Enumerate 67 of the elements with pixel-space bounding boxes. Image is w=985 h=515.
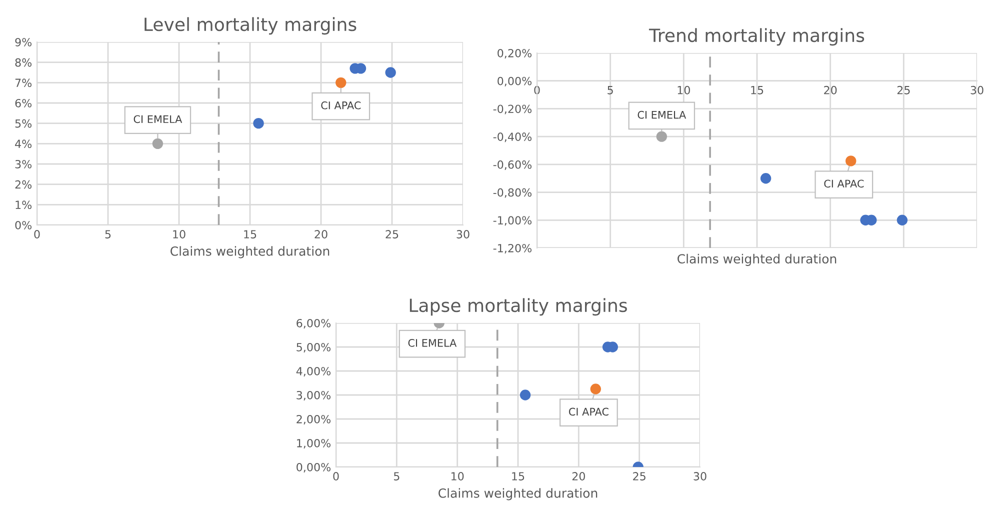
point	[336, 77, 346, 88]
x-tick-label: 25	[897, 86, 910, 94]
point	[253, 118, 264, 129]
y-tick-label: 6%	[15, 98, 32, 108]
point	[846, 156, 856, 166]
x-tick-label: 20	[572, 472, 585, 480]
y-tick-label: -1,20%	[493, 244, 532, 254]
y-tick-label: 1,00%	[297, 438, 331, 449]
y-tick-label: 7%	[15, 78, 32, 88]
chart-title: Lapse mortality margins	[410, 298, 627, 316]
y-tick-label: 3,00%	[296, 390, 331, 401]
x-tick-label: 25	[386, 230, 398, 238]
series-label: CI APAC	[568, 408, 608, 416]
y-tick-label: 6,00%	[296, 318, 331, 329]
y-tick-label: 8%	[15, 58, 32, 67]
x-axis-title: Claims weighted duration	[678, 254, 836, 266]
x-tick-label: 5	[608, 86, 613, 94]
x-tick-label: 10	[451, 472, 464, 480]
series-label: CI EMELA	[408, 338, 457, 347]
x-tick-label: 30	[970, 86, 984, 94]
x-tick-label: 10	[173, 230, 186, 238]
series-label: CI APAC	[824, 180, 864, 188]
y-tick-label: -1,00%	[493, 216, 532, 226]
x-tick-label: 15	[751, 86, 764, 94]
x-tick-label: 25	[633, 472, 646, 480]
y-tick-label: 2,00%	[296, 414, 331, 425]
chart-title: Trend mortality margins	[648, 28, 864, 46]
y-tick-label: -0,60%	[493, 160, 532, 170]
y-tick-label: 0,20%	[498, 48, 532, 59]
point	[520, 390, 531, 400]
series-label: CI APAC	[321, 101, 361, 110]
y-tick-label: 5%	[15, 119, 32, 128]
y-tick-label: -0,40%	[493, 132, 532, 142]
x-tick-label: 20	[314, 230, 328, 238]
series-label: CI EMELA	[134, 115, 182, 124]
y-tick-label: 0%	[15, 220, 32, 230]
x-tick-label: 20	[824, 86, 837, 94]
point	[896, 214, 908, 226]
x-tick-label: 30	[694, 472, 706, 480]
x-tick-label: 0	[333, 472, 339, 480]
series-label: CI EMELA	[638, 110, 686, 119]
y-tick-label: 4%	[15, 140, 32, 148]
y-tick-label: 4,00%	[296, 366, 331, 377]
y-tick-label: 0,00%	[296, 462, 331, 473]
y-tick-label: 5,00%	[296, 342, 331, 353]
y-tick-label: 3%	[15, 160, 32, 168]
point	[760, 173, 772, 184]
x-tick-label: 10	[678, 86, 690, 94]
chart-title: Level mortality margins	[144, 17, 356, 35]
x-tick-label: 15	[244, 230, 256, 238]
x-tick-label: 30	[456, 230, 470, 238]
y-tick-label: 1%	[16, 200, 32, 210]
x-tick-label: 15	[512, 472, 524, 480]
y-tick-label: -0,20%	[493, 104, 532, 114]
y-tick-label: 0,00%	[498, 76, 532, 86]
y-tick-label: 9%	[15, 38, 32, 46]
y-tick-label: 2%	[15, 180, 32, 189]
x-axis-title: Claims weighted duration	[438, 488, 598, 500]
point	[590, 384, 602, 394]
point	[656, 131, 668, 142]
point	[152, 138, 164, 150]
x-axis-title: Claims weighted duration	[170, 246, 330, 258]
x-tick-label: 0	[34, 230, 40, 238]
point	[385, 67, 396, 78]
x-tick-label: 5	[105, 230, 111, 238]
y-tick-label: -0,80%	[493, 188, 532, 198]
x-tick-label: 5	[394, 472, 400, 480]
